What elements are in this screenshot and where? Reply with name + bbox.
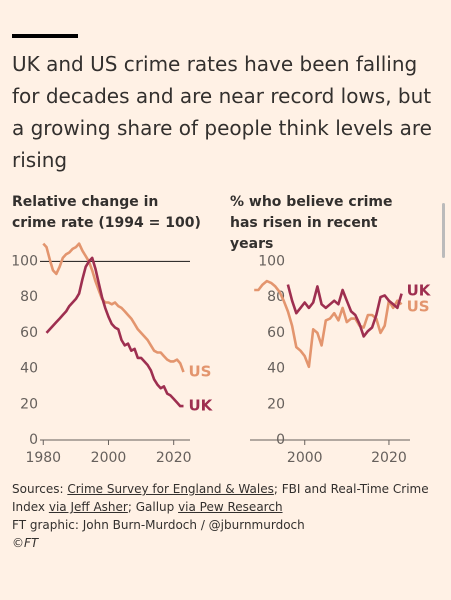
series-label: US <box>407 297 430 315</box>
sources-text: ; Gallup <box>127 500 179 514</box>
header-rule <box>12 34 78 38</box>
y-tick-label: 80 <box>20 289 38 305</box>
x-tick-label: 2000 <box>91 450 127 466</box>
headline: UK and US crime rates have been falling … <box>12 52 432 172</box>
series-label: UK <box>188 397 213 415</box>
y-tick-label: 20 <box>267 396 285 412</box>
x-tick-label: 2000 <box>287 450 323 466</box>
sources: Sources: Crime Survey for England & Wale… <box>12 480 432 516</box>
chart-title: % who believe crime has risen in recent … <box>230 194 393 252</box>
y-tick-label: 100 <box>258 253 285 269</box>
y-tick-label: 40 <box>20 361 38 377</box>
source-link[interactable]: via Pew Research <box>178 500 283 514</box>
source-link[interactable]: via Jeff Asher <box>48 500 128 514</box>
scrollbar[interactable] <box>442 203 445 258</box>
series-label: US <box>188 363 211 381</box>
series-line <box>45 256 184 408</box>
footer: Sources: Crime Survey for England & Wale… <box>12 480 432 552</box>
x-tick-label: 1980 <box>25 450 61 466</box>
source-link[interactable]: Crime Survey for England & Wales <box>67 482 274 496</box>
sources-text: Sources: <box>12 482 68 496</box>
chart-title: Relative change in crime rate (1994 = 10… <box>12 194 201 231</box>
series-line <box>42 242 185 373</box>
y-tick-label: 100 <box>11 253 38 269</box>
y-tick-label: 60 <box>267 325 285 341</box>
y-tick-label: 20 <box>20 396 38 412</box>
y-tick-label: 0 <box>29 432 38 448</box>
x-tick-label: 2020 <box>156 450 192 466</box>
credit: FT graphic: John Burn-Murdoch / @jburnmu… <box>12 518 305 532</box>
series-line <box>254 279 403 369</box>
x-tick-label: 2020 <box>371 450 407 466</box>
y-tick-label: 60 <box>20 325 38 341</box>
series-line <box>286 284 403 338</box>
sources-text: ; FBI and Real-Time Crime Index <box>12 482 429 514</box>
series-label: UK <box>407 281 432 299</box>
y-tick-label: 40 <box>267 361 285 377</box>
copyright: ©FT <box>12 536 39 550</box>
